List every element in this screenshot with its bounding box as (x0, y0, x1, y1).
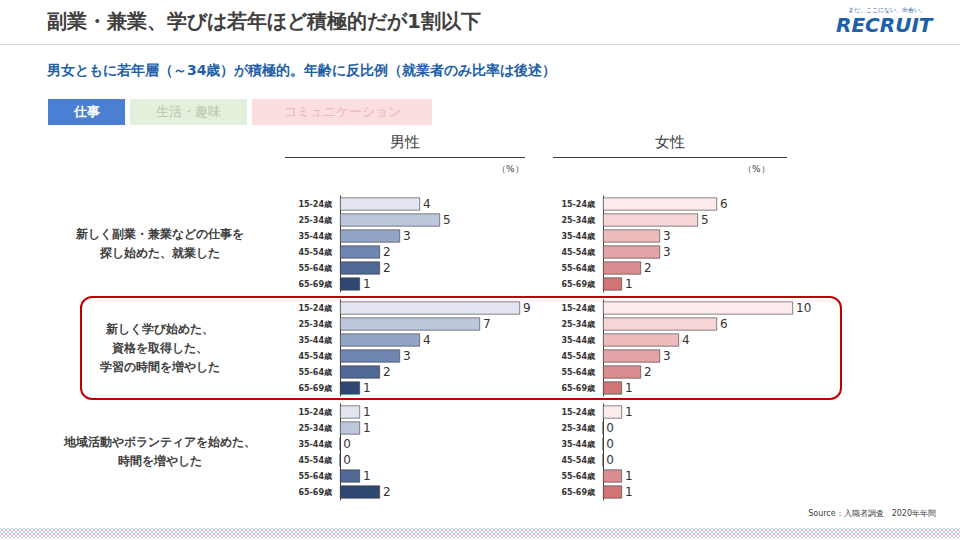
svg-text:65-69歳: 65-69歳 (298, 280, 332, 289)
html-text:新しく学び始めた、 資格を取得した、 学習の時間を増やした: 新しく学び始めた、 資格を取得した、 学習の時間を増やした (100, 321, 220, 374)
svg-text:3: 3 (403, 349, 411, 363)
svg-text:25-34歳: 25-34歳 (561, 320, 595, 329)
svg-text:25-34歳: 25-34歳 (561, 424, 595, 433)
svg-text:0: 0 (606, 453, 614, 467)
svg-text:6: 6 (720, 317, 728, 331)
svg-text:7: 7 (483, 317, 491, 331)
svg-text:4: 4 (682, 333, 690, 347)
svg-text:25-34歳: 25-34歳 (561, 216, 595, 225)
svg-text:5: 5 (701, 213, 709, 227)
svg-text:2: 2 (383, 245, 391, 259)
svg-text:15-24歳: 15-24歳 (298, 304, 332, 313)
svg-text:2: 2 (644, 261, 652, 275)
svg-text:15-24歳: 15-24歳 (298, 408, 332, 417)
svg-text:45-54歳: 45-54歳 (561, 456, 595, 465)
html-text:RECRUIT: RECRUIT (836, 13, 933, 37)
svg-text:35-44歳: 35-44歳 (298, 232, 332, 241)
svg-text:1: 1 (625, 381, 633, 395)
svg-text:45-54歳: 45-54歳 (561, 352, 595, 361)
svg-text:45-54歳: 45-54歳 (298, 352, 332, 361)
svg-text:3: 3 (403, 229, 411, 243)
svg-text:2: 2 (644, 365, 652, 379)
svg-text:45-54歳: 45-54歳 (298, 456, 332, 465)
svg-text:25-34歳: 25-34歳 (298, 216, 332, 225)
svg-text:45-54歳: 45-54歳 (561, 248, 595, 257)
svg-text:35-44歳: 35-44歳 (298, 440, 332, 449)
svg-text:2: 2 (383, 485, 391, 499)
svg-text:0: 0 (606, 421, 614, 435)
svg-text:35-44歳: 35-44歳 (561, 336, 595, 345)
svg-text:65-69歳: 65-69歳 (561, 280, 595, 289)
html-text:男性: 男性 (390, 133, 420, 151)
svg-text:65-69歳: 65-69歳 (561, 384, 595, 393)
svg-text:25-34歳: 25-34歳 (298, 424, 332, 433)
svg-text:1: 1 (625, 485, 633, 499)
svg-text:4: 4 (423, 333, 431, 347)
svg-text:2: 2 (383, 261, 391, 275)
svg-text:5: 5 (443, 213, 451, 227)
svg-text:65-69歳: 65-69歳 (298, 488, 332, 497)
svg-text:10: 10 (796, 301, 811, 315)
svg-text:55-64歳: 55-64歳 (561, 368, 595, 377)
svg-text:55-64歳: 55-64歳 (298, 472, 332, 481)
svg-text:3: 3 (663, 229, 671, 243)
svg-text:55-64歳: 55-64歳 (298, 264, 332, 273)
svg-text:15-24歳: 15-24歳 (561, 408, 595, 417)
svg-text:55-64歳: 55-64歳 (561, 472, 595, 481)
svg-text:1: 1 (363, 421, 371, 435)
svg-text:35-44歳: 35-44歳 (298, 336, 332, 345)
svg-text:2: 2 (383, 365, 391, 379)
svg-text:15-24歳: 15-24歳 (561, 200, 595, 209)
svg-text:1: 1 (625, 277, 633, 291)
svg-text:0: 0 (343, 437, 351, 451)
html-text:Source：入職者調査 2020年年間: Source：入職者調査 2020年年間 (808, 509, 936, 518)
html-text:女性: 女性 (655, 133, 685, 151)
svg-text:15-24歳: 15-24歳 (298, 200, 332, 209)
svg-text:3: 3 (663, 245, 671, 259)
svg-text:55-64歳: 55-64歳 (298, 368, 332, 377)
svg-text:1: 1 (625, 469, 633, 483)
html-text:仕事: 仕事 (73, 104, 100, 119)
svg-text:6: 6 (720, 197, 728, 211)
svg-text:25-34歳: 25-34歳 (298, 320, 332, 329)
svg-text:1: 1 (363, 469, 371, 483)
html-text:男女ともに若年層（～34歳）が積極的。年齢に反比例（就業者の: 男女ともに若年層（～34歳）が積極的。年齢に反比例（就業者のみ比率は後述） (47, 62, 557, 78)
svg-text:1: 1 (625, 405, 633, 419)
svg-text:1: 1 (363, 381, 371, 395)
svg-text:55-64歳: 55-64歳 (561, 264, 595, 273)
svg-text:1: 1 (363, 277, 371, 291)
html-text:地域活動やボランティアを始めた、 時間を増やした: 地域活動やボランティアを始めた、 時間を増やした (64, 435, 256, 468)
svg-text:0: 0 (606, 437, 614, 451)
svg-text:35-44歳: 35-44歳 (561, 440, 595, 449)
svg-text:3: 3 (663, 349, 671, 363)
svg-text:4: 4 (423, 197, 431, 211)
html-text:新しく副業・兼業などの仕事を 探し始めた、就業した: 新しく副業・兼業などの仕事を 探し始めた、就業した (76, 227, 244, 260)
html-text:まだ、ここにない、出会い。: まだ、ここにない、出会い。 (848, 6, 926, 13)
svg-text:9: 9 (523, 301, 531, 315)
svg-text:1: 1 (363, 405, 371, 419)
html-text:生活・趣味: 生活・趣味 (156, 104, 221, 119)
html-text:コミュニケーション: コミュニケーション (283, 104, 401, 119)
svg-text:65-69歳: 65-69歳 (561, 488, 595, 497)
html-text:副業・兼業、学びは若年ほど積極的だが1割以下: 副業・兼業、学びは若年ほど積極的だが1割以下 (47, 9, 481, 33)
svg-text:15-24歳: 15-24歳 (561, 304, 595, 313)
svg-text:45-54歳: 45-54歳 (298, 248, 332, 257)
svg-text:35-44歳: 35-44歳 (561, 232, 595, 241)
svg-text:65-69歳: 65-69歳 (298, 384, 332, 393)
svg-text:0: 0 (343, 453, 351, 467)
